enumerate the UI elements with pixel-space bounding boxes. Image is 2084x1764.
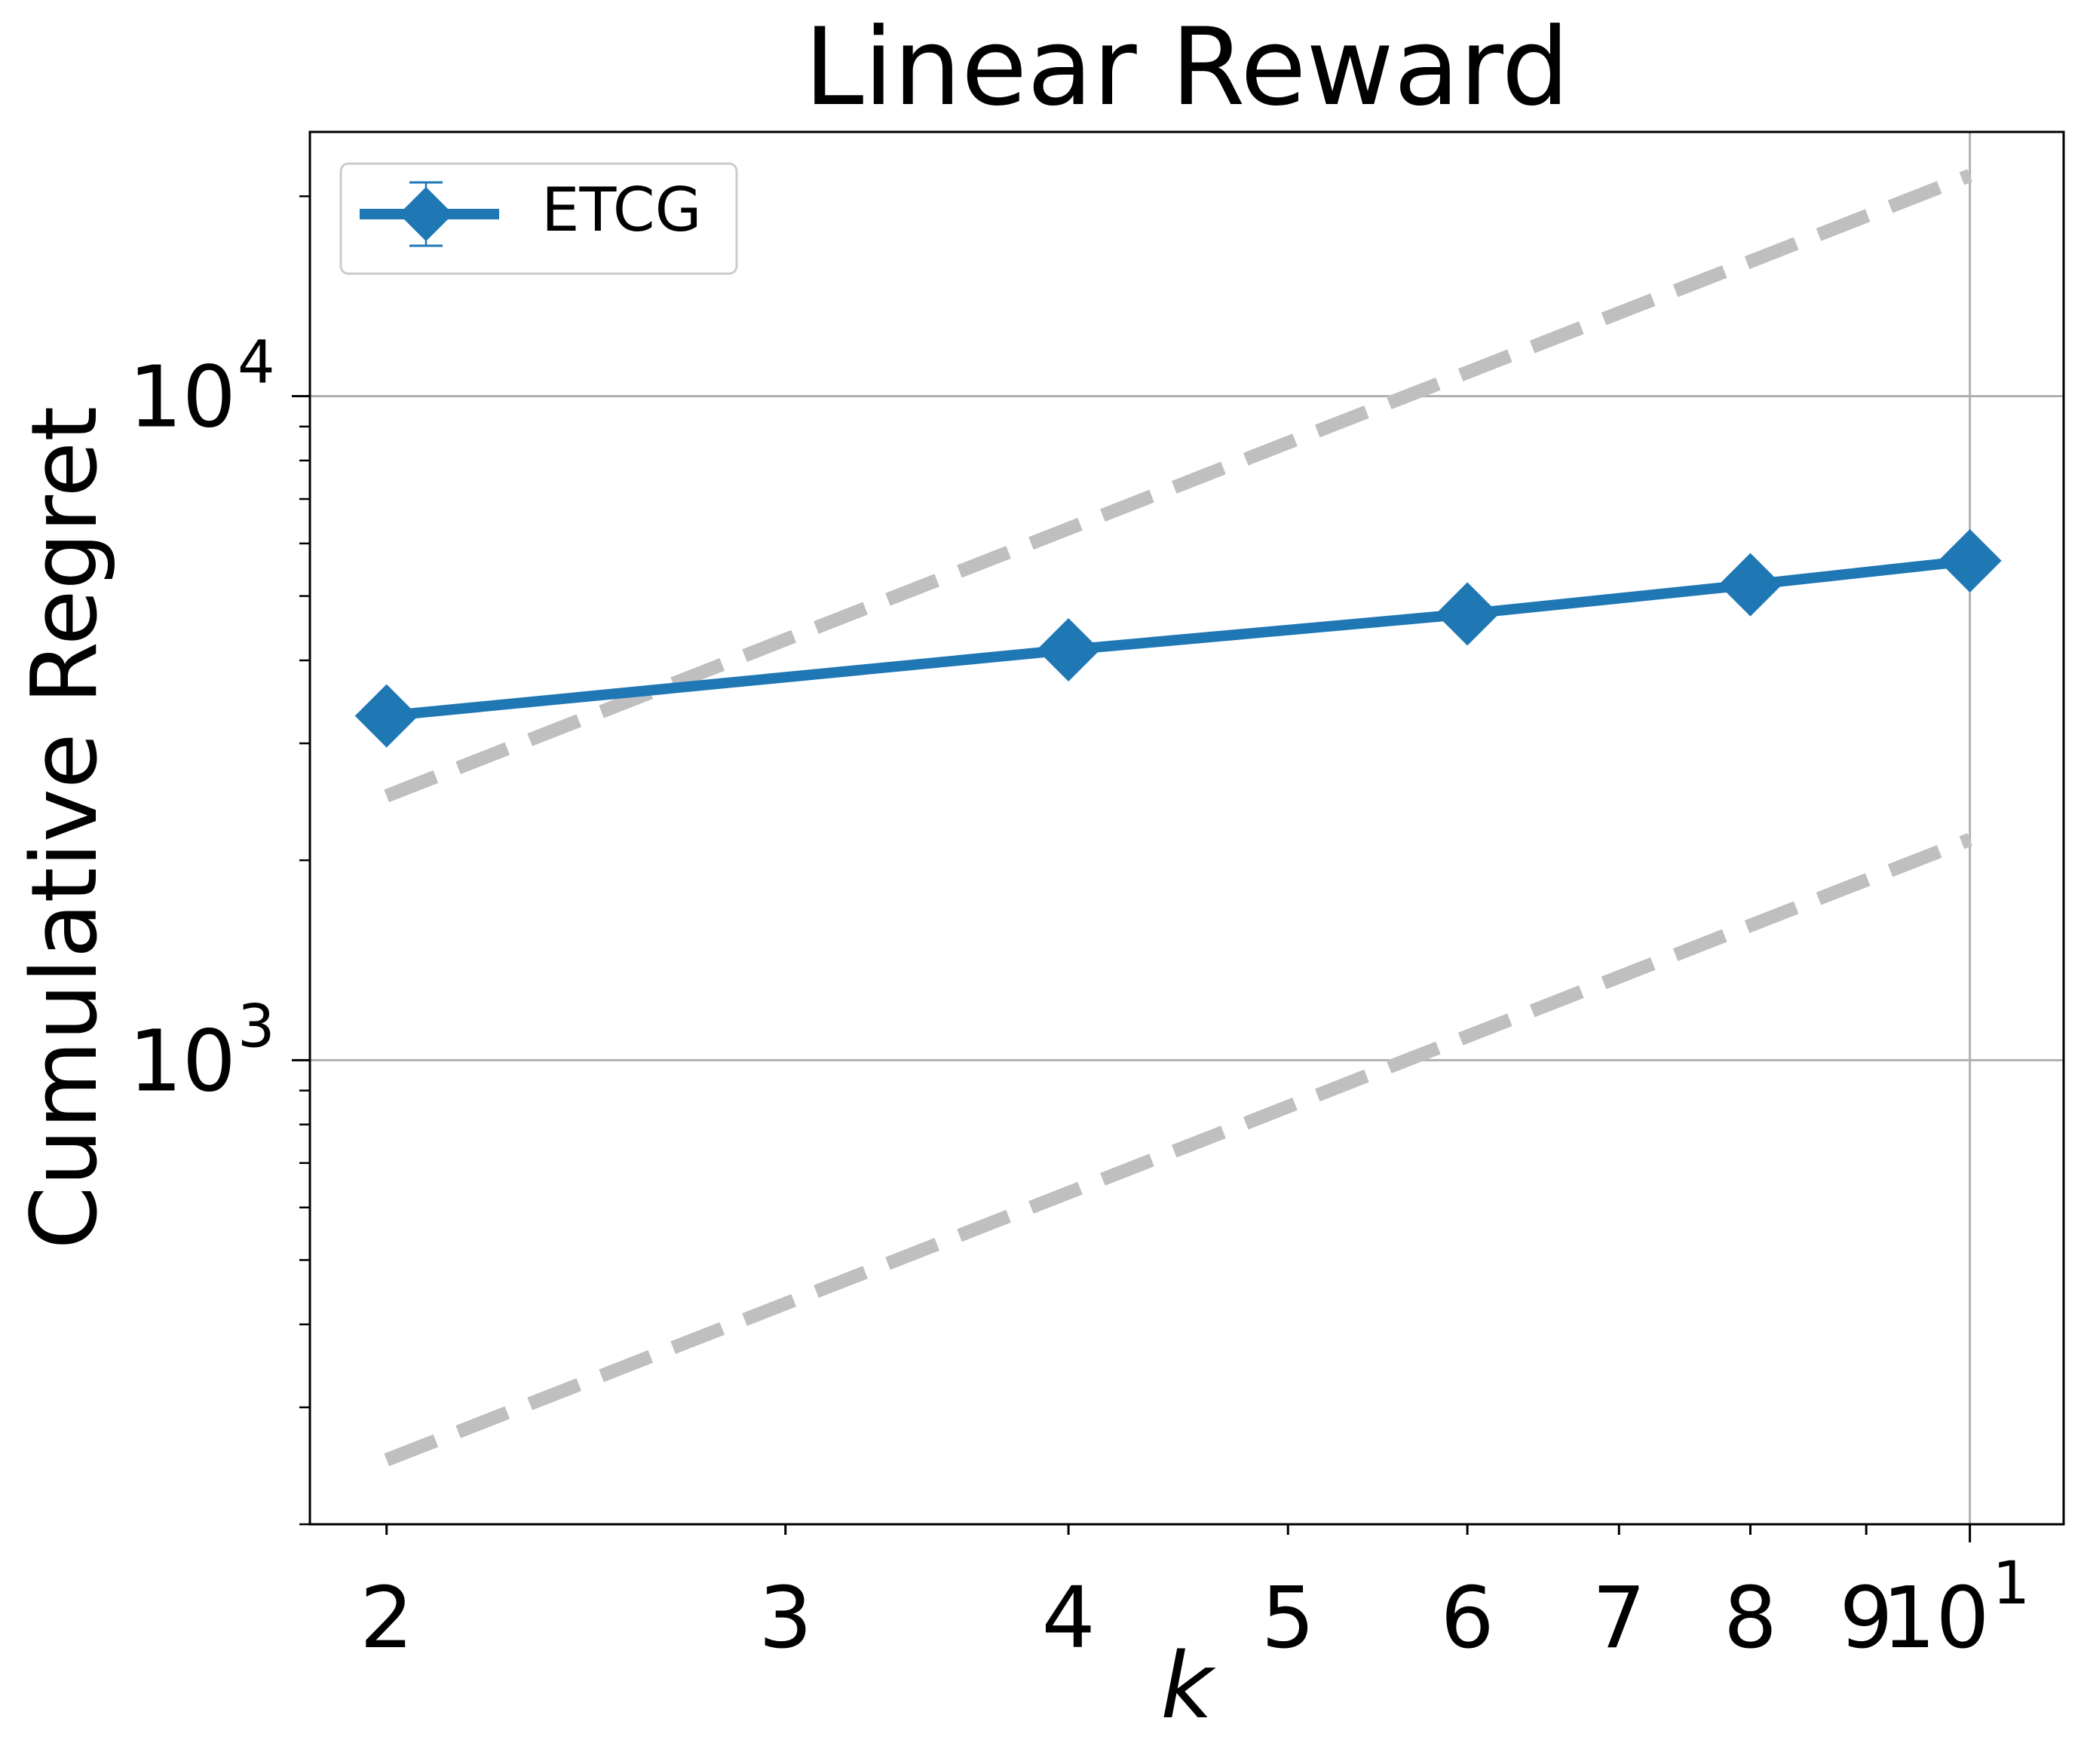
x-tick-label: 4 [1041,1570,1095,1668]
reference-lines [384,169,1972,1467]
x-tick-label: 2 [360,1570,413,1668]
data-point [354,684,418,748]
x-tick-label: 3 [759,1570,812,1668]
gridlines [310,132,2064,1524]
x-tick-label: 9 [1840,1570,1893,1668]
legend-label-etcg: ETCG [541,175,702,245]
reference-line [384,833,1972,1467]
x-tick-label: 7 [1592,1570,1646,1668]
data-point [1718,553,1782,617]
x-axis-label: k [1160,1634,1216,1739]
legend-marker [399,187,453,241]
x-tick-label: 6 [1441,1570,1494,1668]
data-point [1938,528,2002,593]
x-tick-label: 10 [1882,1570,1990,1668]
series-etcg [354,528,2002,748]
x-axis: 2 3 4 5 6 7 8 910 1 [360,1524,2030,1668]
x-tick-exponent: 1 [1993,1550,2030,1618]
chart-title: Linear Reward [804,5,1569,130]
plot-frame [308,130,2065,1526]
legend: ETCG [339,162,738,275]
x-tick-label: 8 [1724,1570,1777,1668]
y-axis-label: Cumulative Regret [13,406,118,1250]
y-tick-exponent: 3 [238,993,275,1061]
y-tick-label: 10 [128,1012,236,1110]
legend-swatch-etcg [360,181,499,247]
data-point [1037,617,1101,681]
x-tick-label: 5 [1261,1570,1315,1668]
data-point [1436,582,1500,646]
y-tick-label: 10 [128,349,236,447]
y-tick-exponent: 4 [238,329,275,397]
